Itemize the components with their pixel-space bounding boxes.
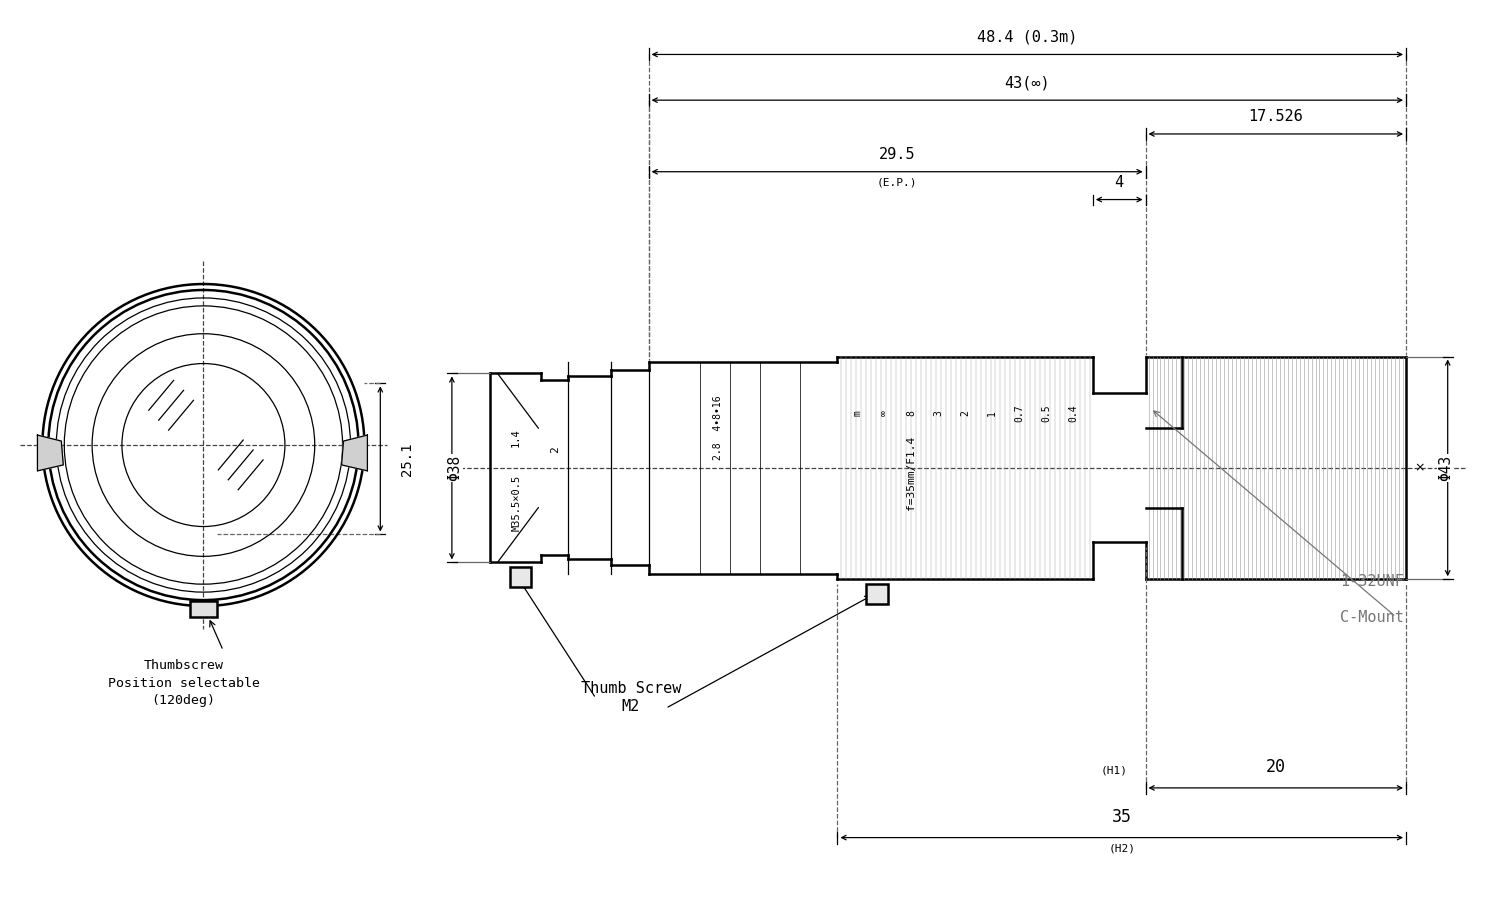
Text: Thumb Screw: Thumb Screw xyxy=(581,681,682,697)
Text: 1.4: 1.4 xyxy=(511,428,520,447)
Text: 1-32UNF: 1-32UNF xyxy=(1341,574,1404,590)
Text: 25.1: 25.1 xyxy=(400,442,415,476)
Text: M35.5×0.5: M35.5×0.5 xyxy=(511,474,522,531)
Text: Thumbscrew: Thumbscrew xyxy=(143,659,223,671)
Text: 29.5: 29.5 xyxy=(879,147,915,162)
Text: 8: 8 xyxy=(906,410,917,416)
Text: (H2): (H2) xyxy=(1108,843,1136,853)
Text: (120deg): (120deg) xyxy=(151,695,216,707)
Text: Φ43: Φ43 xyxy=(1437,454,1452,481)
Text: 1: 1 xyxy=(988,410,997,416)
Text: M2: M2 xyxy=(621,699,639,715)
Text: f=35mm/F1.4: f=35mm/F1.4 xyxy=(905,436,915,510)
Text: 43(∞): 43(∞) xyxy=(1004,76,1050,90)
Text: 0.7: 0.7 xyxy=(1013,404,1024,422)
Text: 4: 4 xyxy=(1114,175,1123,190)
Text: m: m xyxy=(852,410,863,416)
Text: C-Mount: C-Mount xyxy=(1341,610,1404,625)
Bar xyxy=(190,601,217,617)
Text: ×: × xyxy=(1415,462,1425,474)
Bar xyxy=(866,584,888,604)
Text: 2: 2 xyxy=(550,446,561,454)
Text: ∞: ∞ xyxy=(879,410,890,416)
Text: 0.4: 0.4 xyxy=(1068,404,1078,422)
Text: (E.P.): (E.P.) xyxy=(876,177,917,188)
Polygon shape xyxy=(341,435,368,471)
Text: 3: 3 xyxy=(933,410,942,416)
Text: Position selectable: Position selectable xyxy=(107,677,259,689)
Text: 48.4 (0.3m): 48.4 (0.3m) xyxy=(977,30,1078,44)
Polygon shape xyxy=(38,435,63,471)
Text: Φ38: Φ38 xyxy=(446,454,461,481)
Text: 2.8  4•8•16: 2.8 4•8•16 xyxy=(713,396,724,461)
Text: 0.5: 0.5 xyxy=(1041,404,1051,422)
Text: 17.526: 17.526 xyxy=(1249,109,1303,124)
Text: (H1): (H1) xyxy=(1101,766,1128,776)
Bar xyxy=(510,567,531,587)
Text: 35: 35 xyxy=(1111,807,1131,825)
Text: 20: 20 xyxy=(1265,758,1286,776)
Text: 2: 2 xyxy=(961,410,970,416)
